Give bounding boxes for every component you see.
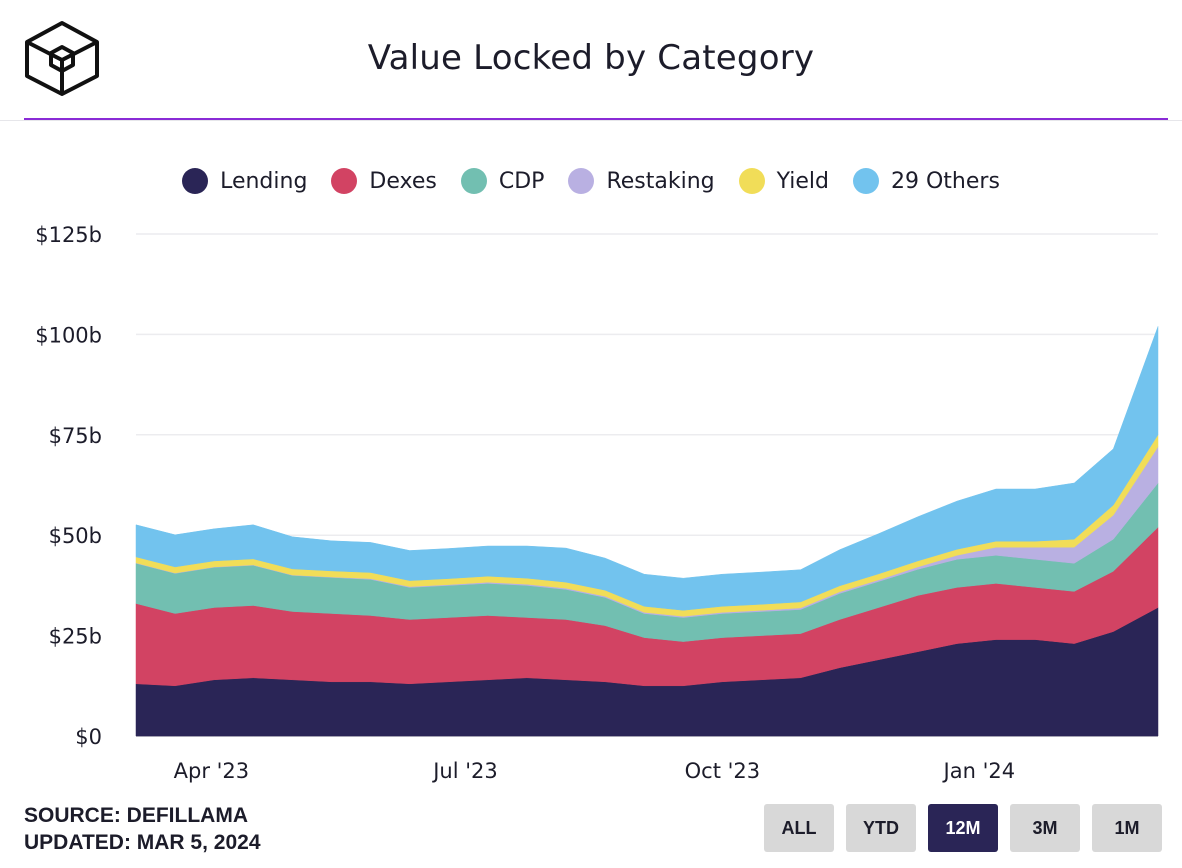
range-button-all[interactable]: ALL bbox=[764, 804, 834, 852]
range-button-1m[interactable]: 1M bbox=[1092, 804, 1162, 852]
x-tick-label: Oct '23 bbox=[685, 759, 760, 783]
legend-swatch bbox=[853, 168, 879, 194]
legend-label: Dexes bbox=[369, 168, 437, 194]
cube-logo-icon bbox=[25, 21, 99, 96]
y-tick-label: $75b bbox=[49, 424, 102, 448]
legend-item[interactable]: Yield bbox=[738, 168, 829, 194]
legend-item[interactable]: Restaking bbox=[568, 168, 715, 194]
series-area bbox=[135, 326, 1159, 611]
legend-item[interactable]: Dexes bbox=[331, 168, 437, 194]
range-button-3m[interactable]: 3M bbox=[1010, 804, 1080, 852]
y-tick-label: $125b bbox=[35, 223, 102, 247]
y-tick-label: $0 bbox=[75, 725, 102, 749]
range-selector: ALL YTD 12M 3M 1M bbox=[764, 804, 1162, 852]
updated-label: UPDATED: MAR 5, 2024 bbox=[24, 831, 261, 854]
title-underline bbox=[24, 118, 1168, 120]
legend-swatch bbox=[568, 168, 595, 194]
legend-label: CDP bbox=[498, 168, 545, 194]
y-tick-label: $25b bbox=[49, 625, 102, 649]
x-tick-label: Jan '24 bbox=[942, 759, 1016, 783]
legend-item[interactable]: Lending bbox=[182, 168, 307, 194]
legend-swatch bbox=[460, 168, 487, 194]
legend-item[interactable]: 29 Others bbox=[853, 168, 1000, 194]
legend-label: 29 Others bbox=[891, 168, 1000, 194]
source-label: SOURCE: DEFILLAMA bbox=[24, 804, 248, 827]
legend-swatch bbox=[331, 168, 358, 194]
range-button-ytd[interactable]: YTD bbox=[846, 804, 916, 852]
page-title: Value Locked by Category bbox=[367, 38, 815, 78]
legend-label: Restaking bbox=[606, 168, 715, 194]
legend-swatch bbox=[182, 168, 209, 194]
x-tick-label: Jul '23 bbox=[431, 759, 498, 783]
header-divider bbox=[0, 120, 1182, 121]
x-tick-label: Apr '23 bbox=[174, 759, 250, 783]
chart-legend: Lending Dexes CDP Restaking Yield 29 Others bbox=[0, 164, 1182, 198]
legend-label: Yield bbox=[776, 168, 829, 194]
legend-label: Lending bbox=[220, 168, 308, 194]
legend-item[interactable]: CDP bbox=[460, 168, 545, 194]
y-tick-label: $50b bbox=[49, 524, 102, 548]
y-tick-label: $100b bbox=[35, 323, 102, 347]
stacked-area-chart: $0 $25b $50b $75b $100b $125b Apr '23 Jul '23 Oc… bbox=[35, 223, 1159, 783]
range-button-12m[interactable]: 12M bbox=[928, 804, 998, 852]
source-note: SOURCE: DEFILLAMA UPDATED: MAR 5, 2024 bbox=[24, 802, 261, 856]
legend-swatch bbox=[738, 168, 765, 194]
